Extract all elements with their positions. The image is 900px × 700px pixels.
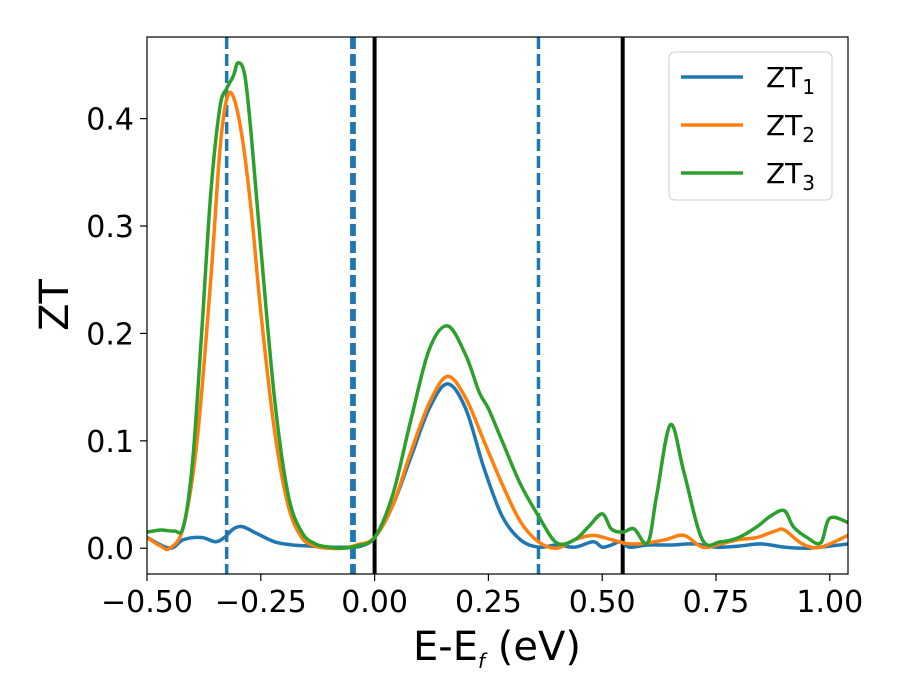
x-tick-label: −0.25	[215, 585, 307, 620]
y-tick-label: 0.1	[86, 425, 134, 460]
series-line-zt1	[147, 382, 848, 551]
x-tick-label: −0.50	[101, 585, 193, 620]
x-tick-label: 0.25	[455, 585, 522, 620]
y-axis-label: ZT	[32, 279, 78, 331]
legend: ZT1 ZT2 ZT3	[668, 51, 833, 201]
x-tick-label: 0.75	[683, 585, 750, 620]
y-tick-label: 0.4	[86, 103, 134, 138]
y-tick-label: 0.2	[86, 317, 134, 352]
legend-box	[668, 51, 833, 201]
y-tick-label: 0.3	[86, 210, 134, 245]
legend-label-3: ZT3	[766, 157, 815, 195]
x-tick-label: 0.00	[341, 585, 408, 620]
series-line-zt2	[147, 90, 848, 552]
x-tick-label: 1.00	[796, 585, 863, 620]
series-layer	[147, 61, 848, 552]
x-axis: −0.50 −0.25 0.00 0.25 0.50 0.75 1.00	[101, 574, 863, 620]
reference-lines	[224, 37, 625, 574]
y-axis: 0.0 0.1 0.2 0.3 0.4	[86, 103, 147, 567]
x-tick-label: 0.50	[569, 585, 636, 620]
series-line-zt3	[147, 61, 848, 551]
x-axis-label: E-Ef (eV)	[413, 624, 581, 673]
legend-label-2: ZT2	[766, 109, 815, 147]
legend-label-1: ZT1	[766, 61, 815, 99]
plot-frame	[146, 36, 849, 575]
y-tick-label: 0.0	[86, 532, 134, 567]
